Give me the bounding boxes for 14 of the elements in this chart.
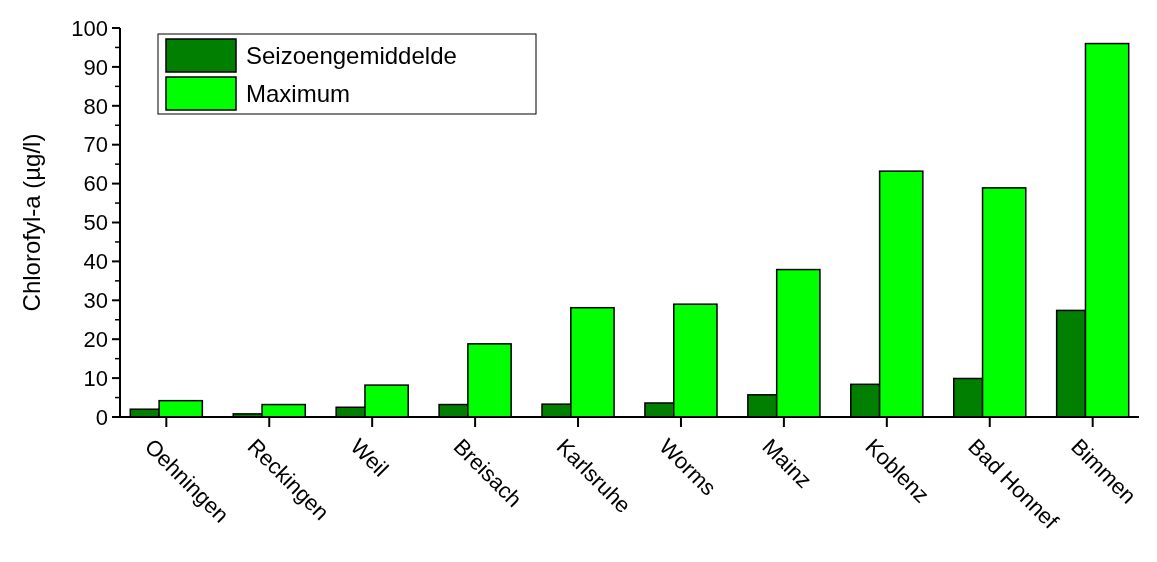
y-tick-label: 30 bbox=[83, 288, 108, 313]
y-tick-label: 50 bbox=[83, 210, 108, 236]
y-tick-label: 10 bbox=[83, 365, 108, 391]
y-tick-label: 80 bbox=[83, 93, 108, 119]
y-tick-label: 90 bbox=[83, 54, 108, 80]
y-tick-label: 40 bbox=[83, 249, 108, 275]
y-tick-label: 100 bbox=[71, 15, 108, 41]
y-tick-label: 60 bbox=[83, 171, 108, 197]
legend-label: Seizoengemiddelde bbox=[246, 42, 457, 70]
y-axis-title: Chlorofyl-a (µg/l) bbox=[18, 133, 45, 312]
y-tick-label: 70 bbox=[83, 132, 108, 158]
y-tick-label: 0 bbox=[95, 404, 108, 430]
legend-label: Maximum bbox=[246, 80, 351, 108]
y-tick-label: 20 bbox=[83, 326, 108, 352]
